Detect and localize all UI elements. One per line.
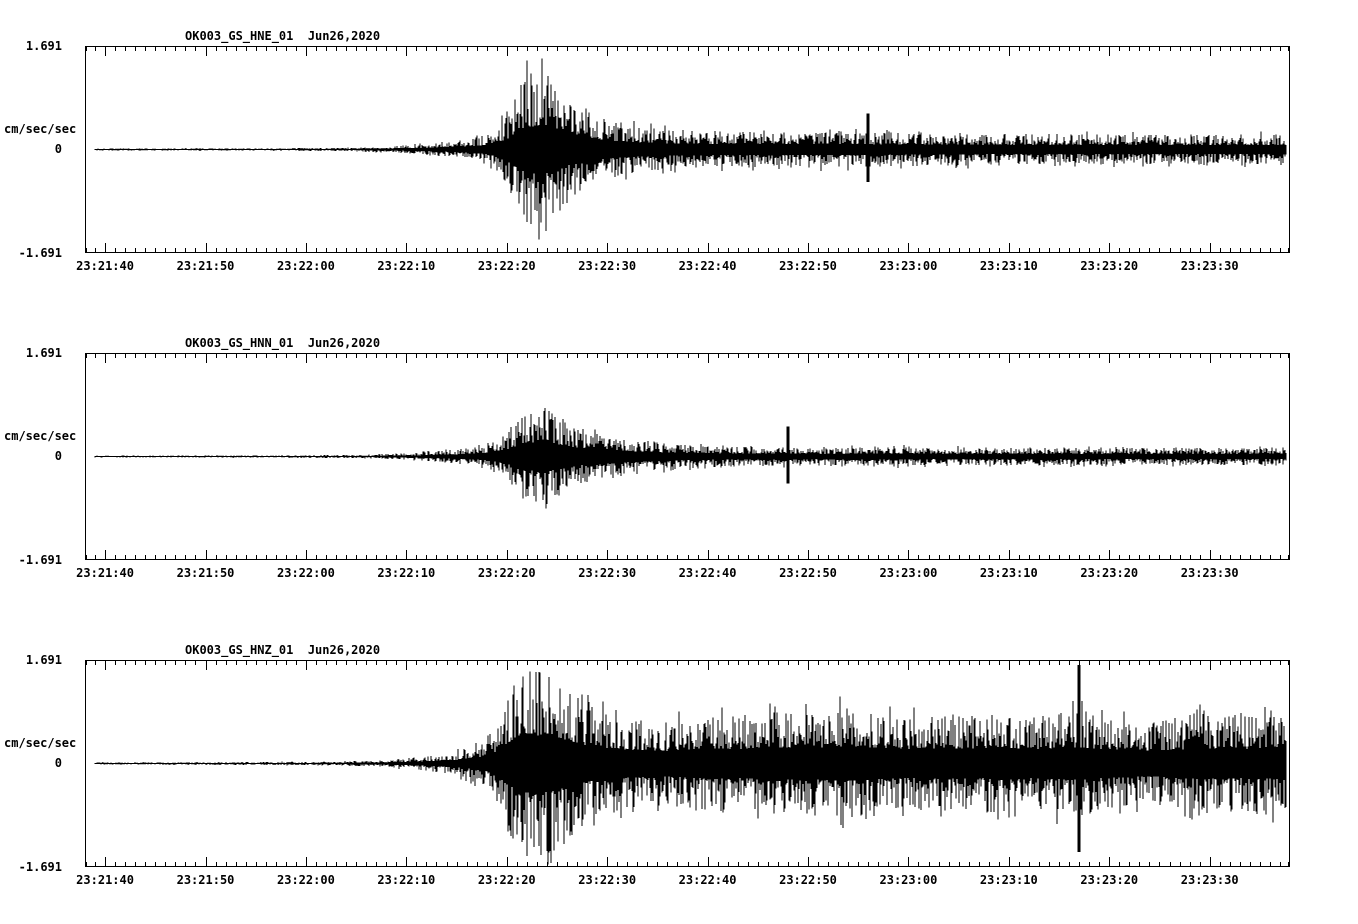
axis-ticks	[86, 661, 1289, 866]
x-tick-label: 23:22:40	[678, 259, 737, 273]
waveform-plot	[85, 46, 1290, 253]
x-tick-label: 23:22:40	[678, 566, 737, 580]
y-axis-min-label: -1.691	[18, 860, 62, 874]
waveform-trace	[94, 664, 1287, 865]
x-tick-label: 23:22:40	[678, 873, 737, 887]
y-axis-unit-label: cm/sec/sec	[4, 736, 77, 750]
x-tick-label: 23:23:10	[979, 566, 1038, 580]
chart-title: OK003_GS_HNN_01 Jun26,2020	[185, 336, 381, 350]
chart-title: OK003_GS_HNZ_01 Jun26,2020	[185, 643, 381, 657]
x-tick-label: 23:23:10	[979, 259, 1038, 273]
waveform-plot-area	[85, 353, 1290, 560]
waveform-plot-area	[85, 46, 1290, 253]
x-tick-label: 23:23:30	[1180, 566, 1239, 580]
x-tick-label: 23:22:10	[377, 566, 436, 580]
waveform-trace	[94, 408, 1287, 509]
plot-border	[85, 660, 1290, 867]
x-tick-label: 23:23:30	[1180, 873, 1239, 887]
x-tick-label: 23:22:20	[477, 566, 536, 580]
waveform-trace	[94, 58, 1287, 240]
x-tick-label: 23:22:10	[377, 259, 436, 273]
x-tick-label: 23:23:10	[979, 873, 1038, 887]
x-tick-label: 23:23:00	[879, 566, 938, 580]
seismogram-chart-hnz: OK003_GS_HNZ_01 Jun26,2020 1.691 cm/sec/se…	[0, 614, 1358, 921]
x-tick-label: 23:22:20	[477, 259, 536, 273]
x-tick-label: 23:22:30	[578, 873, 637, 887]
x-tick-label: 23:23:20	[1080, 873, 1139, 887]
y-axis-max-label: 1.691	[25, 346, 62, 360]
x-tick-label: 23:23:00	[879, 259, 938, 273]
seismogram-chart-hne: OK003_GS_HNE_01 Jun26,2020 1.691 cm/sec/se…	[0, 0, 1358, 307]
x-tick-label: 23:22:50	[779, 566, 837, 580]
x-tick-label: 23:22:00	[277, 873, 335, 887]
y-axis-min-label: -1.691	[18, 246, 62, 260]
chart-title: OK003_GS_HNE_01 Jun26,2020	[185, 29, 381, 43]
seismogram-chart-hnn: OK003_GS_HNN_01 Jun26,2020 1.691 cm/sec/se…	[0, 307, 1358, 614]
x-tick-label: 23:23:30	[1180, 259, 1239, 273]
x-tick-label: 23:21:40	[76, 259, 134, 273]
x-tick-label: 23:22:50	[779, 259, 837, 273]
y-axis-min-label: -1.691	[18, 553, 62, 567]
x-tick-label: 23:22:50	[779, 873, 837, 887]
axis-ticks	[86, 47, 1289, 252]
x-tick-label: 23:22:30	[578, 259, 637, 273]
y-axis-zero-label: 0	[54, 449, 62, 463]
plot-border	[85, 353, 1290, 560]
waveform-plot	[85, 660, 1290, 867]
x-tick-label: 23:21:50	[176, 259, 235, 273]
axis-ticks	[86, 354, 1289, 559]
x-tick-label: 23:21:40	[76, 873, 134, 887]
x-tick-label: 23:23:00	[879, 873, 938, 887]
y-axis-max-label: 1.691	[25, 653, 62, 667]
plot-border	[85, 46, 1290, 253]
y-axis-zero-label: 0	[54, 142, 62, 156]
x-tick-label: 23:21:50	[176, 566, 235, 580]
y-axis-unit-label: cm/sec/sec	[4, 122, 77, 136]
y-axis-max-label: 1.691	[25, 39, 62, 53]
x-tick-label: 23:22:00	[277, 259, 335, 273]
x-tick-label: 23:22:20	[477, 873, 536, 887]
waveform-plot	[85, 353, 1290, 560]
x-tick-label: 23:22:10	[377, 873, 436, 887]
x-tick-label: 23:21:50	[176, 873, 235, 887]
y-axis-unit-label: cm/sec/sec	[4, 429, 77, 443]
y-axis-zero-label: 0	[54, 756, 62, 770]
x-tick-label: 23:22:00	[277, 566, 335, 580]
x-tick-label: 23:23:20	[1080, 566, 1139, 580]
x-tick-label: 23:23:20	[1080, 259, 1139, 273]
x-tick-label: 23:21:40	[76, 566, 134, 580]
waveform-plot-area	[85, 660, 1290, 867]
x-tick-label: 23:22:30	[578, 566, 637, 580]
